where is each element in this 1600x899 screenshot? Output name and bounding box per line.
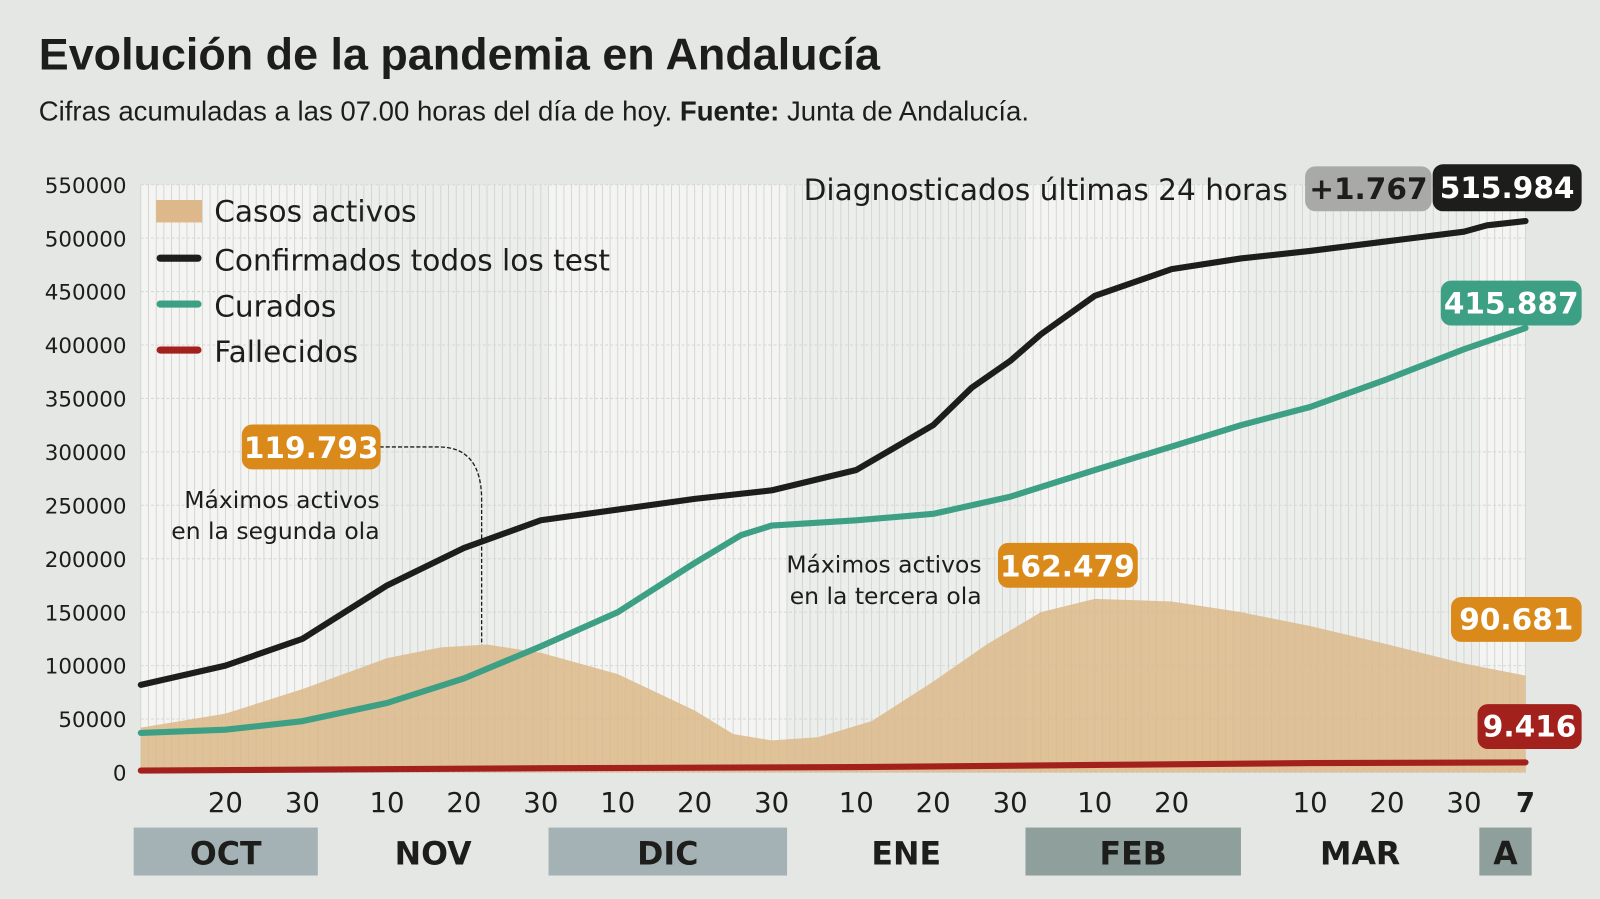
month-bands: OCT NOV DIC ENE FEB MAR A bbox=[133, 827, 1532, 876]
x-tick-label: 10 bbox=[369, 787, 404, 819]
x-tick-label: 30 bbox=[523, 787, 558, 819]
x-tick-label: 20 bbox=[208, 787, 243, 819]
x-tick-label: 20 bbox=[1154, 787, 1189, 819]
x-tick-label: 30 bbox=[285, 787, 320, 819]
chart-subtitle: Cifras acumuladas a las 07.00 horas del … bbox=[39, 95, 1029, 126]
daily-value: +1.767 bbox=[1309, 172, 1427, 206]
x-tick-label: 20 bbox=[677, 787, 712, 819]
series-line-3 bbox=[137, 759, 1529, 774]
daily-label: Diagnosticados últimas 24 horas bbox=[804, 173, 1288, 207]
x-tick-label: 7 bbox=[1516, 787, 1535, 819]
peak2-label: Máximos activos bbox=[184, 486, 379, 514]
y-tick-label: 300000 bbox=[45, 441, 127, 466]
series-line-1 bbox=[137, 217, 1529, 688]
deaths-value: 9.416 bbox=[1483, 710, 1577, 744]
month-label: MAR bbox=[1320, 836, 1400, 872]
peak3-label: en la tercera ola bbox=[790, 582, 982, 610]
x-tick-label: 10 bbox=[1077, 787, 1112, 819]
annotation-second-wave: 119.793 Máximos activos en la segunda ol… bbox=[171, 424, 483, 645]
x-tick-label: 30 bbox=[993, 787, 1028, 819]
chart-title: Evolución de la pandemia en Andalucía bbox=[39, 28, 881, 79]
peak2-badge bbox=[241, 424, 381, 470]
y-tick-label: 150000 bbox=[45, 601, 127, 626]
month-label: OCT bbox=[190, 836, 262, 872]
y-tick-label: 350000 bbox=[45, 388, 127, 413]
peak2-value: 119.793 bbox=[244, 431, 379, 465]
y-tick-label: 500000 bbox=[45, 227, 127, 252]
month-label: FEB bbox=[1100, 836, 1167, 872]
legend-label: Casos activos bbox=[214, 194, 416, 228]
peak3-value: 162.479 bbox=[1000, 550, 1135, 584]
series-area-active-cases bbox=[140, 598, 1526, 773]
recovered-badge bbox=[1440, 280, 1582, 326]
x-tick-label: 30 bbox=[1446, 787, 1481, 819]
peak3-badge bbox=[997, 542, 1138, 588]
month-plot-band bbox=[140, 184, 318, 773]
x-axis: 20 30 10 20 30 10 20 30 10 20 30 10 20 10 20 30 7 bbox=[208, 787, 1535, 819]
daily-badge bbox=[1305, 166, 1432, 212]
y-tick-label: 200000 bbox=[45, 548, 127, 573]
confirmed-value: 515.984 bbox=[1440, 171, 1575, 205]
confirmed-badge bbox=[1432, 164, 1582, 212]
month-label: DIC bbox=[637, 836, 698, 872]
legend-swatch-active bbox=[156, 200, 203, 223]
y-axis: 5500005000004500004000003500003000002500… bbox=[45, 174, 127, 787]
latest-values: Diagnosticados últimas 24 horas +1.767 5… bbox=[804, 164, 1582, 749]
y-tick-label: 100000 bbox=[45, 655, 127, 680]
leader-line bbox=[379, 446, 483, 645]
x-tick-label: 10 bbox=[839, 787, 874, 819]
month-band-dic bbox=[548, 827, 788, 876]
x-tick-label: 20 bbox=[1370, 787, 1405, 819]
series-layer bbox=[137, 217, 1529, 774]
peak2-label: en la segunda ola bbox=[171, 517, 379, 545]
legend-label: Fallecidos bbox=[214, 335, 358, 369]
legend-label: Curados bbox=[214, 289, 336, 323]
month-label: NOV bbox=[395, 836, 473, 872]
month-band-oct bbox=[133, 827, 318, 876]
y-tick-label: 450000 bbox=[45, 281, 127, 306]
x-tick-label: 10 bbox=[600, 787, 635, 819]
y-tick-label: 400000 bbox=[45, 334, 127, 359]
series-line-2 bbox=[137, 324, 1529, 736]
month-band-a bbox=[1479, 827, 1532, 876]
month-label: ENE bbox=[871, 836, 941, 872]
x-tick-label: 30 bbox=[754, 787, 789, 819]
month-band-feb bbox=[1025, 827, 1241, 876]
recovered-value: 415.887 bbox=[1444, 286, 1579, 320]
deaths-badge bbox=[1477, 704, 1582, 749]
month-label: A bbox=[1493, 836, 1518, 872]
x-tick-label: 10 bbox=[1293, 787, 1328, 819]
y-tick-label: 550000 bbox=[45, 174, 127, 199]
annotation-third-wave: Máximos activos en la tercera ola 162.47… bbox=[786, 542, 1138, 610]
active-value: 90.681 bbox=[1459, 603, 1573, 637]
x-tick-label: 20 bbox=[916, 787, 951, 819]
y-tick-label: 250000 bbox=[45, 494, 127, 519]
x-tick-label: 20 bbox=[446, 787, 481, 819]
y-tick-label: 50000 bbox=[58, 708, 126, 733]
legend: Casos activos Confirmados todos los test… bbox=[156, 194, 610, 369]
y-tick-label: 0 bbox=[113, 762, 127, 787]
legend-label: Confirmados todos los test bbox=[214, 243, 610, 277]
active-badge bbox=[1451, 596, 1582, 642]
peak3-label: Máximos activos bbox=[786, 550, 981, 578]
